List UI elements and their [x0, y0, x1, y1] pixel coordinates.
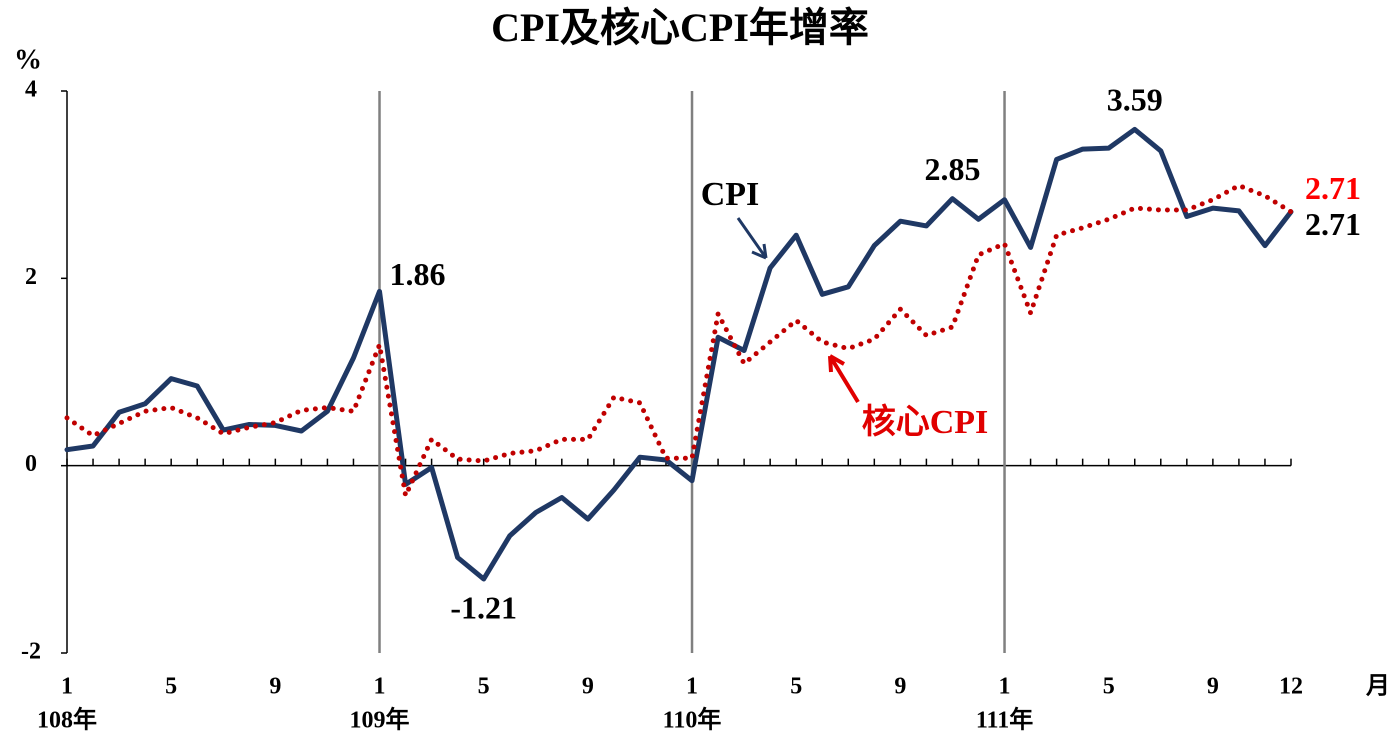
x-tick-label: 1: [374, 674, 386, 700]
x-tick-label: 9: [269, 674, 281, 700]
data-label: 2.71: [1305, 206, 1361, 242]
core-cpi-line: [64, 183, 1294, 499]
y-tick-label: 4: [25, 77, 37, 103]
label-arrow: [828, 354, 860, 404]
x-tick-label: 5: [1103, 674, 1115, 700]
series-label: CPI: [701, 176, 760, 213]
x-group-label: 109年: [350, 706, 410, 734]
y-tick-label: 0: [25, 451, 37, 477]
y-tick-label: -2: [21, 639, 41, 665]
cpi-line: [64, 126, 1294, 582]
x-tick-label: 1: [686, 674, 698, 700]
data-label: 3.59: [1107, 82, 1163, 118]
x-tick-label: 9: [582, 674, 594, 700]
y-tick-label: 2: [25, 264, 37, 290]
data-label: 1.86: [390, 256, 446, 292]
data-label: -1.21: [450, 589, 517, 625]
series-label: 核心CPI: [862, 403, 989, 441]
x-tick-label: 12: [1279, 674, 1303, 700]
y-unit: %: [14, 44, 42, 75]
x-tick-label: 5: [165, 674, 177, 700]
x-unit: 月: [1365, 674, 1390, 700]
x-group-label: 108年: [37, 706, 97, 734]
x-tick-label: 1: [999, 674, 1011, 700]
label-arrow: [736, 217, 768, 260]
data-label: 2.85: [924, 151, 980, 187]
x-tick-label: 5: [478, 674, 490, 700]
x-group-label: 110年: [663, 706, 722, 734]
x-tick-label: 9: [1207, 674, 1219, 700]
data-label: 2.71: [1305, 170, 1361, 206]
x-tick-label: 1: [61, 674, 73, 700]
x-tick-label: 9: [894, 674, 906, 700]
chart-title: CPI及核心CPI年增率: [491, 5, 869, 50]
x-group-label: 111年: [976, 706, 1033, 734]
x-tick-label: 5: [790, 674, 802, 700]
